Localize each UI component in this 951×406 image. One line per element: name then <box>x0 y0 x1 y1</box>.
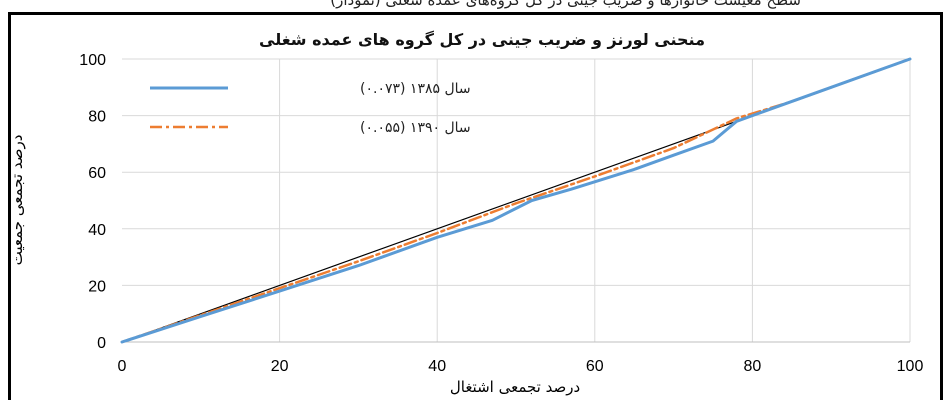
legend-label-1390: سال ۱۳۹۰ (۰.۰۵۵) <box>360 120 471 136</box>
x-tick-label: 0 <box>118 358 127 375</box>
series-line-1390 <box>120 57 912 344</box>
series-group <box>120 57 912 344</box>
y-axis-label: درصد تجمعی جمعیت <box>8 135 26 266</box>
x-tick-label: 100 <box>897 358 924 375</box>
grid-lines <box>122 58 911 343</box>
cropped-caption-strip: سطح معیشت خانوارها و ضریب جینی در کل گرو… <box>0 0 951 12</box>
y-tick-label: 60 <box>88 165 106 182</box>
chart-title: منحنی لورنز و ضریب جینی در کل گروه های ع… <box>259 30 705 49</box>
x-tick-label: 60 <box>586 358 604 375</box>
cropped-caption: سطح معیشت خانوارها و ضریب جینی در کل گرو… <box>330 0 801 9</box>
chart-frame <box>8 12 943 400</box>
x-tick-label: 80 <box>744 358 762 375</box>
y-tick-label: 0 <box>97 335 106 352</box>
y-tick-label: 100 <box>79 52 106 69</box>
x-tick-label: 20 <box>271 358 289 375</box>
y-tick-label: 40 <box>88 222 106 239</box>
legend-label-1385: سال ۱۳۸۵ (۰.۰۷۳) <box>360 81 471 97</box>
y-tick-label: 80 <box>88 109 106 126</box>
series-line-1385 <box>120 57 912 344</box>
y-tick-label: 20 <box>88 278 106 295</box>
tick-labels: 0 20 40 60 80 100 0 20 40 60 80 100 <box>79 52 923 375</box>
x-tick-label: 40 <box>428 358 446 375</box>
x-axis-label: درصد تجمعی اشتغال <box>450 378 580 396</box>
legend: سال ۱۳۸۵ (۰.۰۷۳) سال ۱۳۹۰ (۰.۰۵۵) <box>150 81 471 136</box>
